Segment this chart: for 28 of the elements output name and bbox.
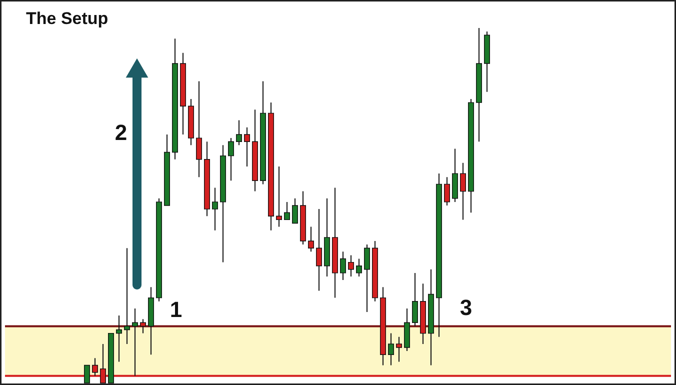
candlestick [316,208,322,292]
annotation: 2 [114,120,128,145]
candlestick [308,226,314,252]
candlestick [412,272,418,327]
candlestick [244,126,250,167]
candlestick [132,308,138,376]
candlestick [292,198,298,224]
candlestick [236,120,242,146]
candlestick [364,244,370,312]
candlestick [140,318,146,334]
candlestick [116,315,122,362]
candlestick [284,201,290,220]
candlestick [84,364,90,384]
candlestick [388,332,394,366]
candlestick [348,254,354,277]
candlestick [124,248,130,344]
candlestick [444,176,450,206]
candlestick [196,80,202,178]
candlestick [276,166,282,228]
annotation: 1 [170,297,182,322]
annotation: 3 [460,295,472,320]
candlestick [340,251,346,281]
candlestick [228,138,234,182]
chart-title: The Setup [26,9,108,28]
candlestick [212,187,218,231]
candlestick [460,162,466,220]
candlestick [396,336,402,362]
candlestick [356,258,362,277]
